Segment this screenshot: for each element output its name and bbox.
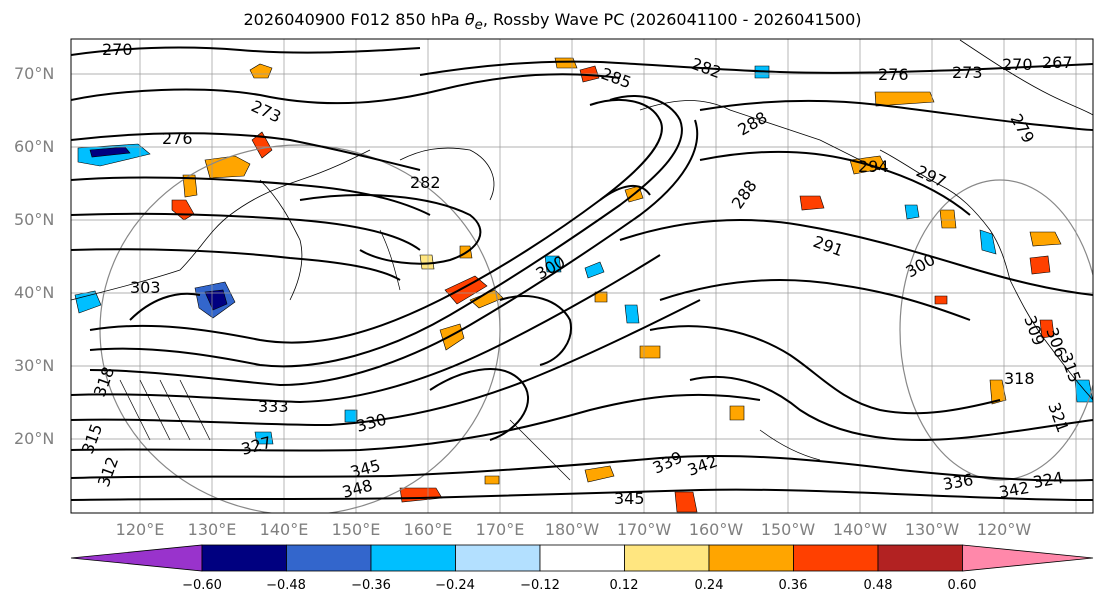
shade-patch — [1039, 319, 1055, 339]
map-background — [71, 39, 1093, 513]
colorbar-tick: 0.60 — [947, 578, 977, 593]
shade-patch — [251, 131, 273, 159]
map-frame — [70, 38, 1094, 514]
lon-label: 140°W — [832, 520, 888, 539]
shade-patch — [639, 345, 661, 359]
title-theta-sub: e — [474, 18, 483, 34]
contour-label: 267 — [1042, 53, 1073, 72]
shade-patch — [444, 275, 488, 305]
shade-patch — [584, 465, 615, 483]
contour-lines — [71, 46, 1093, 501]
shade-patch — [419, 254, 435, 270]
contour-label: 270 — [1002, 55, 1033, 74]
lon-label: 180°W — [544, 520, 600, 539]
colorbar-tick: −0.60 — [182, 578, 222, 593]
shade-patch — [904, 204, 920, 220]
colorbar-extend-min — [70, 544, 203, 572]
colorbar-tick: −0.36 — [351, 578, 391, 593]
colorbar-swatch — [539, 544, 625, 572]
lon-label: 130°W — [904, 520, 960, 539]
contour-label: 273 — [952, 63, 983, 82]
shade-patch — [584, 261, 605, 279]
colorbar-swatch — [877, 544, 963, 572]
shade-patch — [979, 229, 997, 255]
contour-label: 270 — [102, 40, 133, 59]
range-rings — [99, 144, 1093, 513]
shade-patch — [89, 146, 131, 158]
title-run: 2026040900 F012 850 hPa — [243, 10, 460, 29]
colorbar-tick: 0.36 — [778, 578, 808, 593]
lon-label: 120°E — [115, 520, 165, 539]
contour-label: 333 — [258, 397, 289, 416]
shade-patch — [934, 295, 948, 305]
lat-label: 30°N — [14, 356, 55, 375]
map-title: 2026040900 F012 850 hPa θe, Rossby Wave … — [0, 10, 1105, 33]
shade-patch — [439, 323, 465, 351]
shade-patch — [624, 304, 640, 324]
contour-label: 345 — [614, 489, 645, 508]
shade-patch — [74, 290, 102, 314]
lat-label: 60°N — [14, 137, 55, 156]
shade-patch — [799, 195, 825, 211]
colorbar-swatch — [708, 544, 794, 572]
contour-label: 276 — [878, 65, 909, 84]
shade-patch — [674, 491, 698, 513]
shade-patch — [254, 431, 274, 445]
lon-label: 160°W — [688, 520, 744, 539]
colorbar-tick: −0.24 — [435, 578, 475, 593]
shade-patch — [554, 57, 578, 69]
lat-label: 40°N — [14, 283, 55, 302]
colorbar — [70, 544, 1094, 572]
shade-patch — [729, 405, 745, 421]
colorbar-swatch — [455, 544, 541, 572]
coastlines — [71, 39, 1093, 401]
title-rest: , Rossby Wave PC (2026041100 - 202604150… — [482, 10, 862, 29]
shade-patch — [1029, 255, 1051, 275]
lon-label: 150°E — [331, 520, 381, 539]
lat-label: 50°N — [14, 210, 55, 229]
lat-label: 20°N — [14, 429, 55, 448]
colorbar-swatch — [793, 544, 879, 572]
colorbar-swatch — [201, 544, 287, 572]
colorbar-tick: −0.12 — [520, 578, 560, 593]
shade-patch — [989, 379, 1007, 405]
lon-label: 130°E — [187, 520, 237, 539]
contour-label: 276 — [162, 129, 193, 148]
shade-patch — [594, 291, 608, 303]
colorbar-swatch — [286, 544, 372, 572]
contour-label: 282 — [410, 173, 441, 192]
lon-label: 170°W — [616, 520, 672, 539]
colorbar-tick: 0.12 — [609, 578, 639, 593]
shade-patch — [249, 63, 273, 79]
contour-label: 294 — [858, 157, 889, 176]
lon-label: 160°E — [403, 520, 453, 539]
colorbar-tick: 0.48 — [863, 578, 893, 593]
anomaly-outlines — [119, 229, 821, 481]
colorbar-tick: 0.24 — [694, 578, 724, 593]
colorbar-tick: −0.48 — [266, 578, 306, 593]
contour-label: 303 — [130, 278, 161, 297]
lon-label: 120°W — [976, 520, 1032, 539]
title-theta: θ — [464, 10, 475, 29]
shade-patch — [204, 289, 228, 311]
shade-patch — [874, 91, 935, 107]
lon-label: 140°E — [259, 520, 309, 539]
lon-label: 150°W — [760, 520, 816, 539]
lon-label: 170°E — [475, 520, 525, 539]
shade-patch — [484, 475, 500, 485]
shade-patch — [1029, 231, 1062, 247]
shade-patch — [544, 255, 562, 273]
shade-patch — [939, 209, 957, 229]
colorbar-swatch — [624, 544, 710, 572]
lat-label: 70°N — [14, 64, 55, 83]
colorbar-extend-max — [962, 544, 1094, 572]
colorbar-swatch — [370, 544, 456, 572]
contour-label: 318 — [1004, 369, 1035, 388]
